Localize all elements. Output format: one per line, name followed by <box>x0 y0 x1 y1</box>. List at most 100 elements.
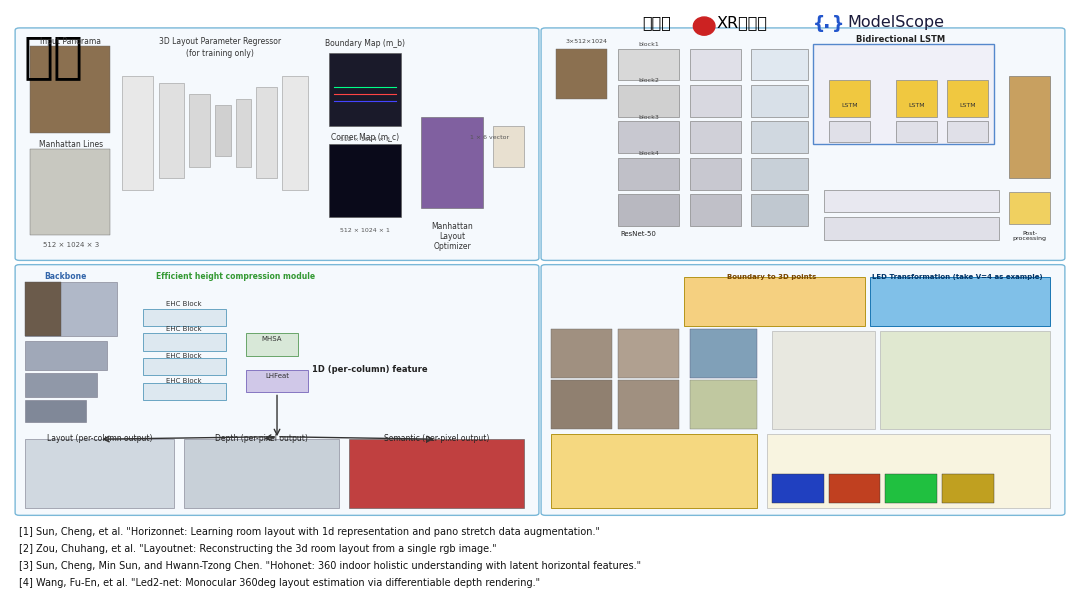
Text: [2] Zou, Chuhang, et al. "Layoutnet: Reconstructing the 3d room layout from a si: [2] Zou, Chuhang, et al. "Layoutnet: Rec… <box>19 544 500 554</box>
FancyBboxPatch shape <box>752 121 808 154</box>
FancyBboxPatch shape <box>246 370 308 393</box>
Text: EHC Block: EHC Block <box>166 353 202 359</box>
FancyBboxPatch shape <box>143 382 226 400</box>
FancyBboxPatch shape <box>870 277 1050 326</box>
FancyBboxPatch shape <box>1009 76 1050 178</box>
FancyBboxPatch shape <box>942 473 994 503</box>
Text: block3: block3 <box>638 115 659 120</box>
FancyBboxPatch shape <box>772 473 824 503</box>
Text: Manhattan Lines: Manhattan Lines <box>39 140 103 149</box>
FancyBboxPatch shape <box>215 106 231 155</box>
FancyBboxPatch shape <box>235 99 252 167</box>
FancyBboxPatch shape <box>122 76 153 189</box>
Text: [3] Sun, Cheng, Min Sun, and Hwann-Tzong Chen. "Hohonet: 360 indoor holistic und: [3] Sun, Cheng, Min Sun, and Hwann-Tzong… <box>19 561 645 571</box>
Text: 达摩院: 达摩院 <box>643 15 672 30</box>
FancyBboxPatch shape <box>880 331 1050 429</box>
Text: ·: · <box>823 18 831 36</box>
Text: 512 × 1024 × 1: 512 × 1024 × 1 <box>339 228 390 233</box>
FancyBboxPatch shape <box>15 28 539 260</box>
Text: Boundary Map (m_b): Boundary Map (m_b) <box>325 39 405 49</box>
FancyBboxPatch shape <box>690 328 757 378</box>
Text: Input Panorama: Input Panorama <box>40 37 102 46</box>
FancyBboxPatch shape <box>25 282 60 336</box>
FancyBboxPatch shape <box>185 439 339 508</box>
FancyBboxPatch shape <box>25 373 97 398</box>
Text: 1D (per-column) feature: 1D (per-column) feature <box>312 365 428 375</box>
FancyBboxPatch shape <box>690 49 741 80</box>
Text: LSTM: LSTM <box>908 103 924 108</box>
FancyBboxPatch shape <box>421 117 483 208</box>
FancyBboxPatch shape <box>618 194 679 226</box>
FancyBboxPatch shape <box>752 85 808 117</box>
Text: Efficient height compression module: Efficient height compression module <box>157 272 315 281</box>
FancyBboxPatch shape <box>947 80 988 117</box>
FancyBboxPatch shape <box>541 28 1065 260</box>
FancyBboxPatch shape <box>824 190 999 212</box>
Text: Layout (per-column output): Layout (per-column output) <box>46 434 152 443</box>
FancyBboxPatch shape <box>752 194 808 226</box>
FancyBboxPatch shape <box>282 76 308 189</box>
FancyBboxPatch shape <box>828 80 870 117</box>
Text: 3D Layout Parameter Regressor: 3D Layout Parameter Regressor <box>159 37 282 46</box>
FancyBboxPatch shape <box>25 341 107 370</box>
FancyBboxPatch shape <box>828 473 880 503</box>
FancyBboxPatch shape <box>618 328 679 378</box>
Text: block1: block1 <box>638 42 659 47</box>
Text: ModelScope: ModelScope <box>848 15 945 30</box>
FancyBboxPatch shape <box>947 121 988 142</box>
Text: [4] Wang, Fu-En, et al. "Led2-net: Monocular 360deg layout estimation via differ: [4] Wang, Fu-En, et al. "Led2-net: Monoc… <box>19 578 543 588</box>
Text: 1 × 6 vector: 1 × 6 vector <box>470 135 509 140</box>
FancyBboxPatch shape <box>685 277 865 326</box>
FancyBboxPatch shape <box>256 87 276 178</box>
Text: }: } <box>832 15 843 33</box>
Text: Manhattan
Layout
Optimizer: Manhattan Layout Optimizer <box>431 222 473 251</box>
FancyBboxPatch shape <box>246 333 298 356</box>
Text: block2: block2 <box>638 78 659 83</box>
Text: EHC Block: EHC Block <box>166 326 202 332</box>
Text: ResNet-50: ResNet-50 <box>620 231 656 237</box>
FancyBboxPatch shape <box>143 309 226 326</box>
FancyBboxPatch shape <box>494 126 524 167</box>
FancyBboxPatch shape <box>690 85 741 117</box>
Text: EHC Block: EHC Block <box>166 302 202 308</box>
FancyBboxPatch shape <box>541 265 1065 515</box>
Text: (for training only): (for training only) <box>187 49 254 58</box>
FancyBboxPatch shape <box>25 282 118 336</box>
FancyBboxPatch shape <box>1009 192 1050 224</box>
FancyBboxPatch shape <box>30 149 109 236</box>
Text: LED Transformation (take V=4 as example): LED Transformation (take V=4 as example) <box>873 274 1043 280</box>
Text: Post-
processing: Post- processing <box>1013 231 1047 242</box>
Text: Corner Map (m_c): Corner Map (m_c) <box>330 133 399 142</box>
FancyBboxPatch shape <box>25 439 174 508</box>
FancyBboxPatch shape <box>556 49 607 99</box>
FancyBboxPatch shape <box>143 333 226 351</box>
Text: 背景: 背景 <box>24 33 84 81</box>
FancyBboxPatch shape <box>551 434 757 508</box>
Text: Backbone: Backbone <box>44 272 87 281</box>
FancyBboxPatch shape <box>618 158 679 189</box>
Text: block4: block4 <box>638 151 659 156</box>
FancyBboxPatch shape <box>618 380 679 429</box>
Text: {: { <box>813 15 825 33</box>
Text: Bidirectional LSTM: Bidirectional LSTM <box>856 35 945 44</box>
FancyBboxPatch shape <box>159 83 185 178</box>
Text: MHSA: MHSA <box>261 336 282 342</box>
Text: LSTM: LSTM <box>841 103 858 108</box>
FancyBboxPatch shape <box>690 194 741 226</box>
Text: XR实验室: XR实验室 <box>716 15 767 30</box>
FancyBboxPatch shape <box>618 121 679 154</box>
FancyBboxPatch shape <box>752 158 808 189</box>
FancyBboxPatch shape <box>895 80 937 117</box>
FancyBboxPatch shape <box>15 265 539 515</box>
FancyBboxPatch shape <box>551 328 612 378</box>
FancyBboxPatch shape <box>813 44 994 144</box>
FancyBboxPatch shape <box>551 380 612 429</box>
FancyBboxPatch shape <box>886 473 937 503</box>
FancyBboxPatch shape <box>30 46 109 133</box>
FancyBboxPatch shape <box>328 53 401 126</box>
FancyBboxPatch shape <box>618 49 679 80</box>
Text: LHFeat: LHFeat <box>265 373 289 379</box>
Text: 3×512×1024: 3×512×1024 <box>566 39 608 44</box>
Text: 512 × 1024 × 3: 512 × 1024 × 3 <box>339 137 390 142</box>
FancyBboxPatch shape <box>690 380 757 429</box>
